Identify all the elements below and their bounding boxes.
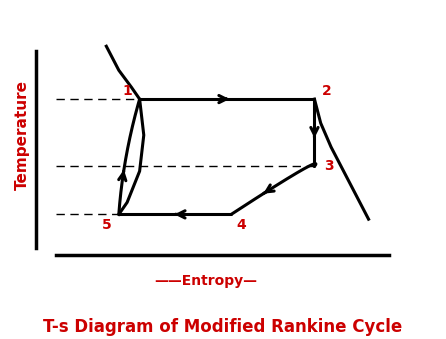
Text: 4: 4 [237,218,247,232]
Text: ——Entropy—: ——Entropy— [154,275,257,288]
Text: 1: 1 [122,84,132,98]
Text: 2: 2 [322,84,332,98]
Text: 5: 5 [101,218,111,232]
Text: T-s Diagram of Modified Rankine Cycle: T-s Diagram of Modified Rankine Cycle [43,318,403,336]
Text: 3: 3 [324,159,334,173]
Y-axis label: Temperature: Temperature [15,80,30,190]
